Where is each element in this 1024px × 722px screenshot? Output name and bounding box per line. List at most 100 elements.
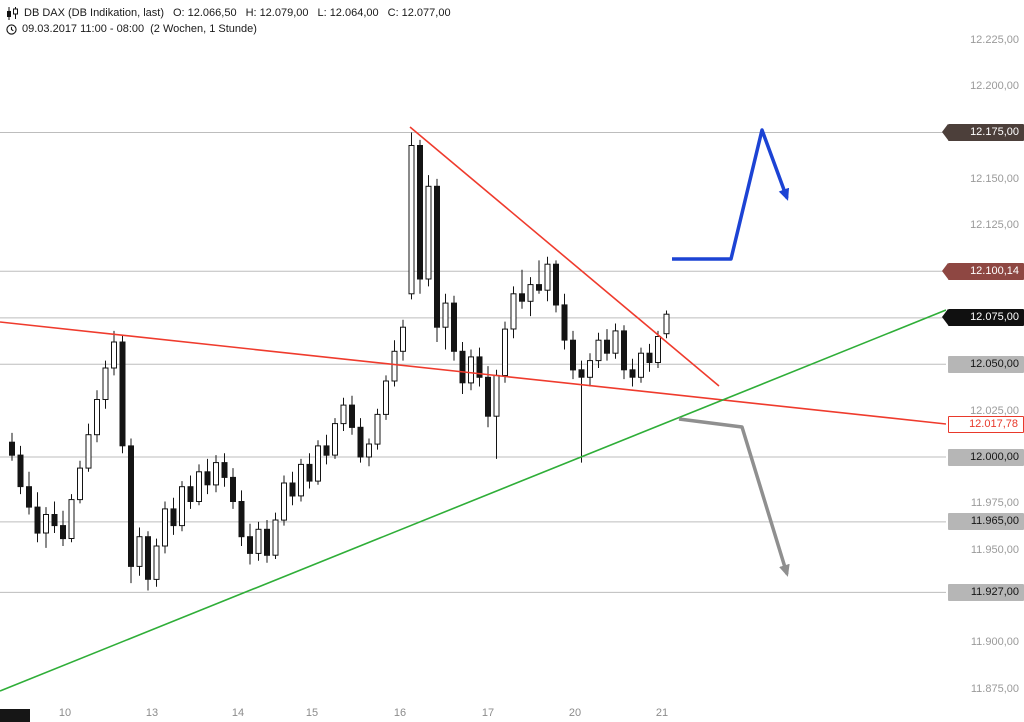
candle[interactable] (238, 490, 245, 546)
close-value: C: 12.077,00 (387, 7, 451, 19)
candle[interactable] (289, 471, 296, 506)
candle[interactable] (247, 523, 253, 565)
candle[interactable] (536, 260, 542, 294)
candle[interactable] (170, 497, 177, 535)
candle[interactable] (85, 423, 92, 472)
candle[interactable] (68, 494, 75, 543)
candle[interactable] (570, 330, 576, 380)
candle[interactable] (94, 390, 100, 443)
open-value: O: 12.066,50 (173, 7, 237, 19)
low-value: L: 12.064,00 (317, 7, 379, 19)
candle[interactable] (459, 342, 466, 394)
candle[interactable] (442, 293, 449, 350)
candle[interactable] (221, 453, 228, 487)
chart-header: DB DAX (DB Indikation, last) O: 12.066,50… (6, 5, 451, 37)
time-axis[interactable]: 10 13 14 15 16 17 20 21 (0, 705, 946, 722)
candle[interactable] (663, 310, 670, 339)
candle[interactable] (162, 501, 168, 554)
price-level-badge: 12.175,00 (942, 124, 1024, 141)
high-value: H: 12.079,00 (245, 7, 309, 19)
shallow-descending-trendline[interactable] (0, 321, 946, 425)
candle[interactable] (612, 323, 619, 359)
candle[interactable] (323, 434, 330, 465)
candle[interactable] (153, 538, 160, 587)
candle[interactable] (553, 260, 559, 313)
price-axis[interactable]: 12.225,00 12.200,00 12.150,00 12.125,00 12.0… (942, 0, 1024, 705)
candle[interactable] (77, 460, 83, 504)
candle[interactable] (128, 438, 134, 584)
candle[interactable] (357, 418, 364, 463)
candle[interactable] (629, 358, 636, 387)
candle[interactable] (26, 471, 32, 515)
candle[interactable] (561, 293, 568, 350)
price-tick: 11.875,00 (970, 683, 1019, 695)
bullish-scenario-arrow[interactable] (672, 128, 790, 261)
candle[interactable] (264, 520, 270, 563)
candle[interactable] (332, 418, 338, 459)
candle[interactable] (102, 360, 109, 409)
candle[interactable] (306, 453, 313, 489)
candle[interactable] (340, 397, 347, 431)
candle[interactable] (111, 330, 117, 376)
candle[interactable] (595, 332, 602, 368)
candle[interactable] (60, 510, 66, 546)
candle[interactable] (468, 349, 474, 391)
candle[interactable] (315, 440, 321, 485)
price-level-badge: 11.965,00 (948, 513, 1024, 530)
candle[interactable] (17, 445, 24, 495)
candle[interactable] (136, 527, 143, 576)
candle[interactable] (510, 286, 517, 339)
candle[interactable] (527, 277, 534, 317)
candle[interactable] (187, 475, 194, 509)
candle[interactable] (196, 464, 202, 506)
candle[interactable] (34, 492, 41, 543)
price-level-badge: 12.050,00 (948, 356, 1024, 373)
ascending-trendline[interactable] (0, 309, 946, 692)
candle[interactable] (646, 343, 653, 372)
candle[interactable] (578, 360, 585, 463)
candle[interactable] (519, 269, 525, 309)
candle[interactable] (383, 375, 389, 420)
candle[interactable] (255, 521, 262, 561)
candle[interactable] (213, 455, 219, 493)
candle[interactable] (43, 507, 49, 548)
candle[interactable] (204, 458, 211, 495)
candle[interactable] (400, 319, 406, 361)
candle[interactable] (272, 512, 279, 559)
candle[interactable] (374, 408, 381, 450)
candle[interactable] (417, 139, 423, 294)
candle[interactable] (655, 330, 661, 368)
candle[interactable] (366, 438, 372, 467)
candle[interactable] (587, 353, 593, 387)
candle[interactable] (485, 366, 491, 428)
candle[interactable] (9, 432, 15, 461)
price-tick: 12.125,00 (970, 219, 1019, 231)
candle[interactable] (349, 395, 355, 435)
date-tick: 15 (305, 707, 319, 719)
candle[interactable] (179, 481, 185, 532)
candle[interactable] (502, 321, 508, 383)
candle[interactable] (621, 325, 627, 380)
candle[interactable] (493, 369, 500, 459)
candle[interactable] (51, 501, 58, 534)
descending-trendline[interactable] (409, 126, 720, 387)
candle[interactable] (544, 256, 551, 302)
candle[interactable] (408, 132, 415, 300)
bearish-scenario-arrow[interactable] (678, 417, 790, 577)
candle[interactable] (298, 458, 304, 502)
price-chart-canvas[interactable] (0, 0, 946, 705)
candle[interactable] (604, 329, 610, 361)
candle[interactable] (425, 175, 432, 287)
candle[interactable] (434, 178, 440, 342)
candle[interactable] (230, 468, 236, 509)
price-level-badge: 12.017,78 (948, 416, 1024, 433)
candle[interactable] (451, 295, 457, 361)
candle[interactable] (281, 475, 287, 526)
timeline-scrollbar-handle[interactable] (0, 709, 30, 722)
candle[interactable] (638, 347, 644, 383)
candle[interactable] (145, 531, 151, 591)
candle[interactable] (119, 334, 126, 454)
candle[interactable] (391, 340, 398, 387)
candle[interactable] (476, 347, 483, 387)
clock-icon (6, 23, 17, 35)
